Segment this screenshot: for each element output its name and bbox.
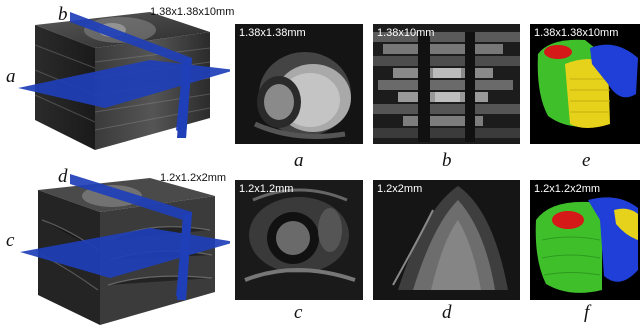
volume-resolution: 1.38x1.38x10mm — [150, 6, 235, 18]
panel-e-segmentation: 1.38x1.38x10mm — [530, 24, 640, 144]
panel-d-caption: d — [442, 302, 452, 323]
panel-c-overlay: 1.2x1.2mm — [239, 183, 294, 195]
panel-e-overlay: 1.38x1.38x10mm — [534, 27, 619, 39]
panel-d-image: 1.2x2mm — [373, 180, 520, 300]
panel-f-segmentation: 1.2x1.2x2mm — [530, 180, 640, 300]
plane-a — [18, 60, 230, 108]
panel-a-overlay: 1.38x1.38mm — [239, 27, 306, 39]
plane-c — [20, 228, 230, 278]
panel-a-caption: a — [294, 150, 304, 171]
plane-label-d: d — [58, 166, 68, 187]
panel-b-caption: b — [442, 150, 452, 171]
panel-a-image: 1.38x1.38mm — [235, 24, 363, 144]
plane-d — [70, 174, 192, 300]
volume-resolution: 1.2x1.2x2mm — [160, 172, 227, 184]
panel-b-image: 1.38x10mm — [373, 24, 520, 144]
volume-top-cube — [18, 12, 230, 150]
panel-f-caption: f — [584, 302, 590, 323]
volume-bottom-cube — [20, 174, 230, 325]
plane-label-c: c — [6, 230, 15, 251]
panel-e-caption: e — [582, 150, 591, 171]
panel-b-overlay: 1.38x10mm — [377, 27, 435, 39]
plane-label-a: a — [6, 66, 16, 87]
volume-bottom: d c 1.2x1.2x2mm — [0, 160, 230, 333]
panel-f-overlay: 1.2x1.2x2mm — [534, 183, 601, 195]
panel-d-overlay: 1.2x2mm — [377, 183, 423, 195]
panel-c-image: 1.2x1.2mm — [235, 180, 363, 300]
panel-c-caption: c — [294, 302, 303, 323]
plane-label-b: b — [58, 4, 68, 25]
volume-top: b a 1.38x1.38x10mm — [0, 0, 234, 160]
